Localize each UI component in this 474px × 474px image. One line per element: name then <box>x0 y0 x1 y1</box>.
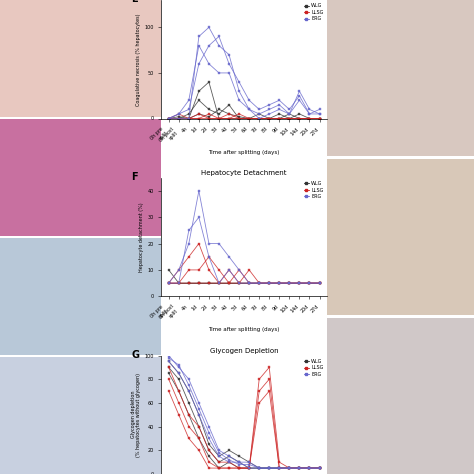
Title: Hepatocyte Detachment: Hepatocyte Detachment <box>201 170 287 176</box>
Y-axis label: Glycogen depletion
(% hepatocytes without glycogen): Glycogen depletion (% hepatocytes withou… <box>130 373 141 457</box>
Legend: WLG, LLSG, ERG: WLG, LLSG, ERG <box>303 2 325 22</box>
Title: Glycogen Depletion: Glycogen Depletion <box>210 348 278 354</box>
X-axis label: Time after splitting (days): Time after splitting (days) <box>209 149 280 155</box>
Legend: WLG, LLSG, ERG: WLG, LLSG, ERG <box>303 180 325 200</box>
Text: G: G <box>131 350 139 360</box>
Y-axis label: Coagulative necrosis (% hepatocytes): Coagulative necrosis (% hepatocytes) <box>137 13 141 106</box>
Y-axis label: Hepatocyte detachment (%): Hepatocyte detachment (%) <box>139 202 145 272</box>
Text: F: F <box>131 172 138 182</box>
Text: E: E <box>131 0 138 4</box>
X-axis label: Time after splitting (days): Time after splitting (days) <box>209 327 280 332</box>
Legend: WLG, LLSG, ERG: WLG, LLSG, ERG <box>303 358 325 378</box>
